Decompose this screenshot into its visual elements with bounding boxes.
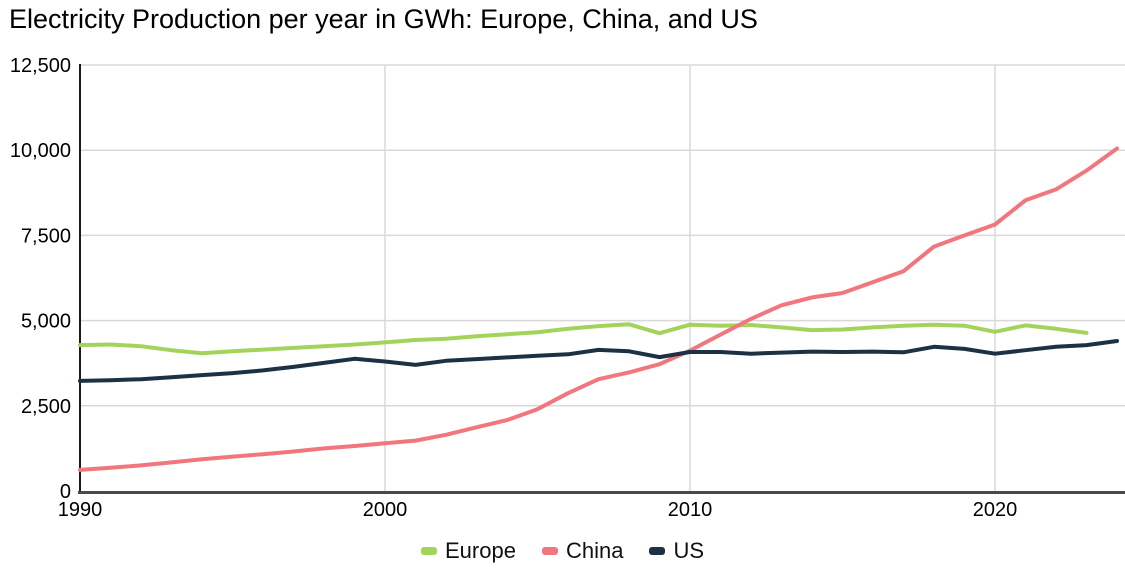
chart-legend: Europe China US bbox=[0, 538, 1125, 564]
svg-text:12,500: 12,500 bbox=[10, 55, 71, 77]
svg-text:0: 0 bbox=[60, 481, 71, 503]
legend-item-europe[interactable]: Europe bbox=[421, 538, 516, 564]
svg-text:10,000: 10,000 bbox=[10, 140, 71, 162]
legend-label-china: China bbox=[565, 538, 624, 563]
svg-text:2020: 2020 bbox=[973, 499, 1018, 521]
svg-text:2,500: 2,500 bbox=[21, 396, 71, 418]
legend-label-europe: Europe bbox=[445, 538, 516, 563]
legend-label-us: US bbox=[673, 538, 704, 563]
svg-text:7,500: 7,500 bbox=[21, 225, 71, 247]
svg-text:5,000: 5,000 bbox=[21, 311, 71, 333]
svg-text:2010: 2010 bbox=[668, 499, 713, 521]
chart-title: Electricity Production per year in GWh: … bbox=[9, 4, 758, 34]
legend-swatch-europe-icon bbox=[421, 547, 437, 555]
svg-text:2000: 2000 bbox=[363, 499, 408, 521]
legend-item-china[interactable]: China bbox=[541, 538, 624, 564]
legend-swatch-china-icon bbox=[541, 547, 558, 555]
legend-item-us[interactable]: US bbox=[649, 538, 704, 564]
legend-swatch-us-icon bbox=[649, 547, 666, 555]
svg-text:1990: 1990 bbox=[58, 499, 103, 521]
